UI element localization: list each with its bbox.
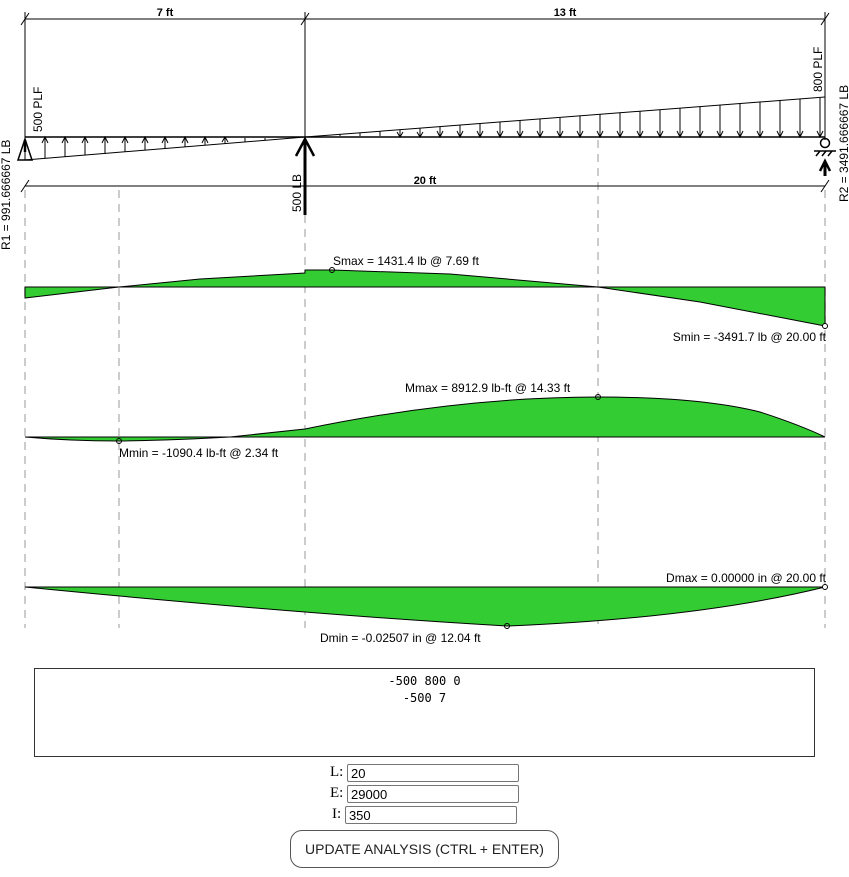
left-support xyxy=(16,136,34,161)
segment-label-1: 7 ft xyxy=(157,7,174,19)
right-support xyxy=(814,137,836,176)
span-dimension xyxy=(20,179,830,193)
point-load-label: 500 LB xyxy=(290,174,304,212)
span-label: 20 ft xyxy=(414,175,437,187)
update-analysis-button[interactable]: UPDATE ANALYSIS (CTRL + ENTER) xyxy=(290,830,559,868)
length-input[interactable] xyxy=(347,764,520,782)
segment-label-2: 13 ft xyxy=(554,7,577,19)
shear-max-marker xyxy=(329,267,335,273)
deflection-max-marker xyxy=(822,584,828,590)
upward-load-arrows xyxy=(41,135,266,158)
moment-min-label: Mmin = -1090.4 lb-ft @ 2.34 ft xyxy=(119,446,279,460)
inertia-label: I: xyxy=(332,806,342,823)
point-load-arrow xyxy=(294,136,316,215)
moment-max-marker xyxy=(595,394,601,400)
modulus-label: E: xyxy=(329,785,344,802)
deflection-diagram xyxy=(24,584,828,629)
reaction-left-label: R1 = 991.666667 LB xyxy=(0,140,13,250)
param-row-i: I: xyxy=(0,806,849,824)
shear-min-label: Smin = -3491.7 lb @ 20.00 ft xyxy=(673,330,827,344)
shear-diagram xyxy=(24,267,828,329)
deflection-min-marker xyxy=(504,623,510,629)
load-input-textarea[interactable]: -500 800 0 -500 7 xyxy=(34,668,815,757)
load-left-label: 500 PLF xyxy=(31,87,45,132)
reaction-right-label: R2 = 3491.666667 LB xyxy=(837,85,849,202)
load-right-label: 800 PLF xyxy=(811,47,825,92)
modulus-input[interactable] xyxy=(347,785,520,803)
shear-max-label: Smax = 1431.4 lb @ 7.69 ft xyxy=(333,254,480,268)
inertia-input[interactable] xyxy=(344,806,517,824)
top-dimension xyxy=(20,12,830,140)
deflection-max-label: Dmax = 0.00000 in @ 20.00 ft xyxy=(666,571,827,585)
distributed-load xyxy=(24,96,826,161)
moment-min-marker xyxy=(116,438,122,444)
deflection-min-label: Dmin = -0.02507 in @ 12.04 ft xyxy=(320,631,481,645)
beam-diagram: 7 ft 13 ft 20 ft xyxy=(0,7,849,645)
input-line: -500 800 0 xyxy=(388,674,461,688)
moment-diagram xyxy=(24,394,826,444)
shear-min-marker xyxy=(822,323,828,329)
param-row-e: E: xyxy=(0,785,849,803)
length-label: L: xyxy=(329,764,344,781)
guide-lines xyxy=(24,140,826,628)
downward-load-arrows xyxy=(339,98,824,139)
input-line: -500 7 xyxy=(402,691,447,705)
param-row-l: L: xyxy=(0,764,849,782)
moment-max-label: Mmax = 8912.9 lb-ft @ 14.33 ft xyxy=(405,381,571,395)
